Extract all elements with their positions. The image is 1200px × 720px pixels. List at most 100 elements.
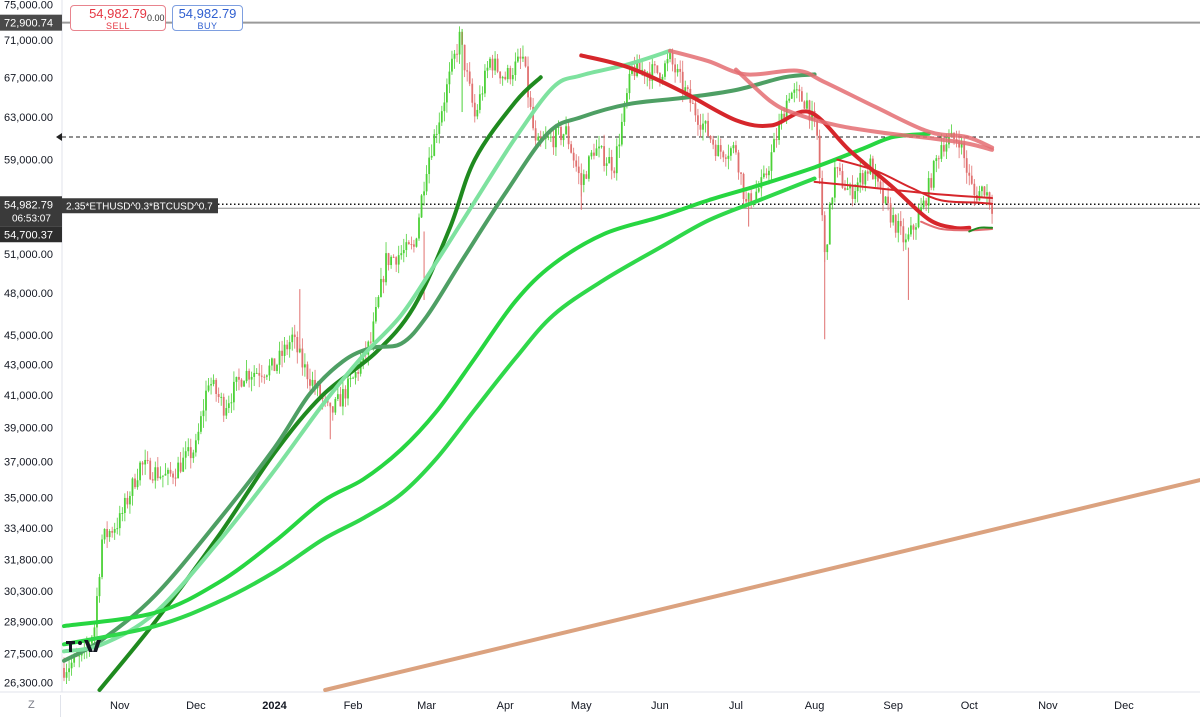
candle [420, 193, 423, 219]
candle [387, 252, 390, 271]
series-line-9 [733, 67, 995, 152]
candle-body [278, 350, 281, 365]
candle-body [430, 155, 433, 158]
candle [773, 132, 775, 153]
candle [288, 335, 291, 358]
candle [846, 177, 849, 191]
logo-dot [78, 641, 82, 645]
candle [301, 338, 304, 376]
dashed-level-marker [56, 132, 62, 141]
series-line-12 [968, 226, 994, 233]
candle [172, 471, 174, 485]
candle [430, 144, 433, 161]
candle [410, 236, 413, 250]
candle [423, 181, 425, 206]
candle [425, 165, 428, 196]
candle-body [920, 207, 922, 213]
candle [139, 460, 141, 486]
candle-body [111, 531, 114, 533]
timezone-label[interactable]: Z [28, 699, 35, 711]
candle [722, 150, 725, 163]
candle [506, 64, 509, 83]
candle-body [874, 172, 877, 180]
candle-body [557, 126, 560, 128]
candle-body [131, 478, 134, 496]
candle [248, 368, 251, 388]
candle-body [846, 188, 849, 190]
candle-body [205, 390, 207, 411]
series-line-13 [323, 477, 1200, 692]
candle-body [141, 462, 144, 465]
candle [904, 233, 907, 250]
candle-body [965, 158, 968, 173]
candle [699, 113, 702, 138]
candle [377, 295, 380, 309]
candle [712, 135, 715, 150]
ath-price-label: 72,900.74 [4, 18, 53, 30]
candle [205, 380, 207, 422]
candle [717, 135, 720, 157]
candle-body [369, 341, 372, 343]
candle [620, 113, 623, 147]
candle [821, 170, 824, 222]
candle-body [334, 398, 337, 413]
candle [471, 78, 474, 108]
candle [293, 324, 296, 349]
candle [704, 120, 707, 133]
candle [98, 573, 101, 603]
price-tick-label: 45,000.00 [4, 330, 53, 342]
candle [339, 386, 342, 407]
candle [111, 526, 114, 538]
candle-body [841, 171, 844, 188]
time-tick-label: Nov [110, 700, 130, 712]
candle-body [336, 394, 339, 399]
candle-body [466, 70, 469, 72]
candle [496, 54, 499, 74]
candle-body [821, 178, 824, 216]
candle-body [207, 385, 210, 391]
candle [212, 374, 215, 387]
candle-body [184, 451, 187, 458]
sell-price: 54,982.79 [89, 6, 147, 21]
candle-body [666, 59, 669, 64]
candle-body [113, 528, 116, 533]
timezone-zone[interactable] [4, 695, 61, 717]
candle [230, 393, 233, 413]
candle-body [714, 144, 717, 157]
candle [265, 374, 268, 380]
candle-body [390, 256, 393, 266]
candle-body [676, 68, 679, 73]
candle [854, 183, 857, 204]
candle-body [169, 469, 172, 474]
candle [681, 60, 684, 103]
buy-button[interactable]: 54,982.79 BUY [172, 5, 243, 31]
candle-body [978, 191, 981, 201]
sell-button[interactable]: 54,982.79 SELL [70, 5, 166, 31]
candle-body [930, 178, 933, 188]
candle-body [674, 64, 677, 73]
candle-body [106, 528, 109, 538]
candle [524, 56, 527, 68]
candle [653, 60, 656, 74]
candle-body [194, 440, 197, 453]
candle-body [882, 188, 884, 204]
candle-body [232, 381, 235, 403]
candle-body [816, 120, 819, 136]
candle-body [907, 234, 910, 240]
candle [435, 125, 438, 143]
candle-body [70, 662, 73, 669]
candle [920, 197, 922, 213]
candle-body [511, 75, 514, 80]
candle [806, 92, 808, 112]
candle [587, 155, 590, 182]
candle-body [271, 358, 273, 366]
candle [882, 179, 884, 211]
candle [144, 449, 147, 475]
candle-body [164, 473, 167, 476]
candle-body [418, 217, 420, 239]
candle [945, 133, 948, 159]
candle-body [656, 65, 659, 73]
candle-body [560, 126, 562, 141]
candle-body [942, 145, 945, 152]
